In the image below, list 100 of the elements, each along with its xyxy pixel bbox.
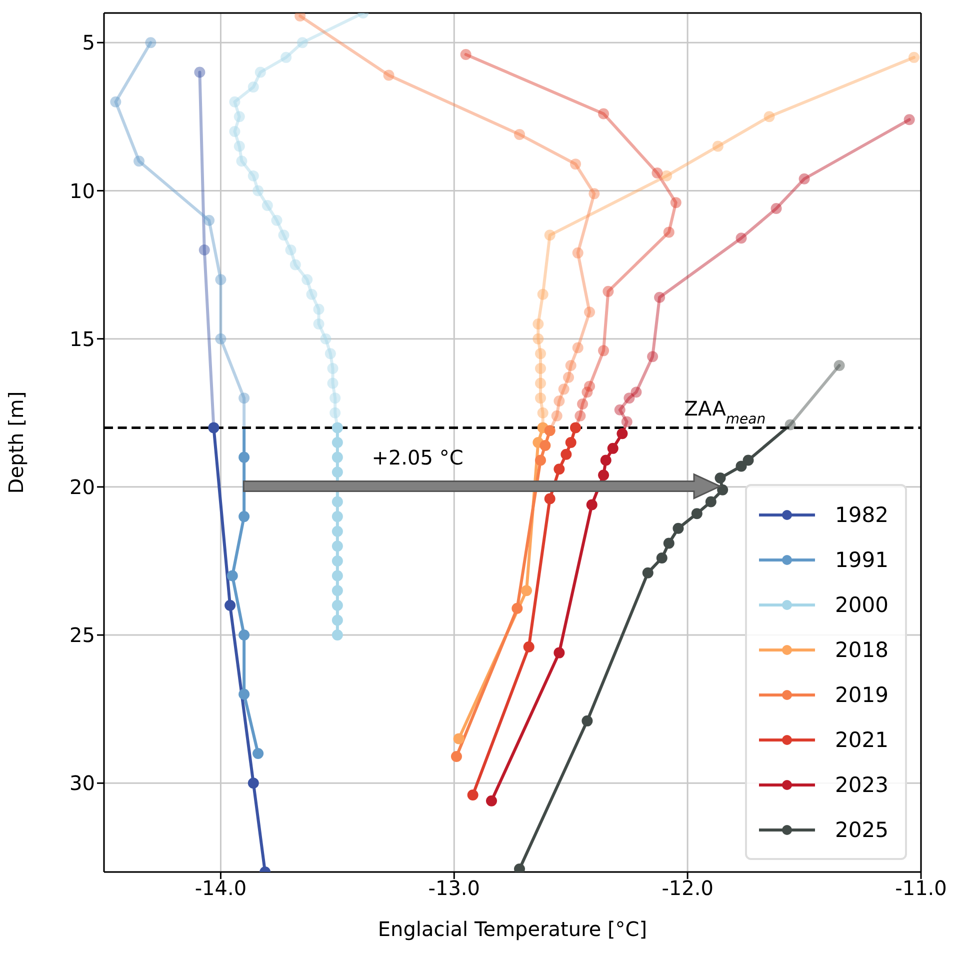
point [332, 570, 343, 582]
point [584, 306, 596, 318]
point [535, 454, 546, 466]
point [577, 398, 588, 410]
point [544, 425, 556, 436]
legend-label: 1982 [835, 502, 888, 526]
y-tick-label: 5 [82, 30, 95, 55]
x-tick-label: -12.0 [662, 876, 714, 900]
x-tick-label: -13.0 [428, 876, 480, 900]
point [602, 286, 614, 297]
point [672, 522, 684, 534]
y-tick-label: 10 [70, 178, 95, 203]
legend-label: 1991 [835, 548, 888, 572]
point [537, 288, 548, 300]
point [450, 750, 462, 762]
point [234, 111, 245, 122]
point [798, 173, 810, 184]
point [663, 226, 674, 238]
point [238, 630, 250, 641]
y-axis-title: Depth [m] [4, 391, 28, 494]
point [554, 464, 565, 475]
point [588, 188, 600, 200]
point [621, 416, 632, 428]
point [663, 538, 674, 549]
point [565, 360, 576, 371]
point [332, 526, 343, 537]
point [535, 392, 546, 404]
point [642, 567, 654, 578]
point [208, 422, 220, 434]
y-tick-label: 15 [70, 326, 95, 351]
point [332, 422, 343, 434]
point [248, 170, 259, 182]
point [229, 96, 240, 108]
point [134, 156, 145, 167]
point [770, 202, 782, 214]
point [717, 484, 728, 496]
point [554, 647, 565, 658]
point [570, 158, 582, 170]
point [532, 333, 544, 344]
point [514, 128, 526, 140]
point [332, 437, 343, 448]
point [544, 493, 556, 504]
point [565, 437, 576, 448]
point [332, 540, 343, 552]
point [332, 630, 343, 641]
point [551, 410, 562, 422]
point [540, 440, 551, 451]
point [656, 552, 668, 564]
point [537, 407, 548, 418]
point [280, 52, 292, 63]
point [332, 555, 343, 566]
point [512, 602, 523, 614]
point [834, 360, 845, 371]
point [647, 351, 658, 362]
point [535, 378, 546, 389]
point [252, 748, 264, 760]
point [224, 600, 236, 611]
legend-label: 2023 [835, 772, 888, 796]
point [558, 384, 570, 395]
point [582, 386, 593, 398]
point [313, 318, 324, 330]
point [248, 778, 259, 789]
point [652, 167, 663, 178]
legend-label: 2025 [835, 818, 888, 842]
point [532, 318, 544, 330]
x-tick-label: -11.0 [895, 876, 947, 900]
point [252, 185, 264, 196]
point [238, 392, 250, 404]
y-tick-label: 20 [70, 475, 95, 500]
point [574, 410, 586, 422]
point [705, 496, 716, 508]
point [467, 789, 478, 800]
point [764, 111, 775, 122]
point [616, 428, 628, 440]
point [215, 274, 226, 286]
point [302, 274, 313, 286]
point [691, 508, 702, 520]
point [598, 470, 610, 481]
point [560, 448, 572, 460]
point [582, 715, 593, 726]
point [486, 795, 497, 806]
point [332, 496, 343, 508]
x-tick-label: -14.0 [194, 876, 247, 900]
point [332, 511, 343, 522]
point [306, 288, 318, 300]
point [736, 232, 747, 244]
point [598, 108, 610, 120]
point [460, 48, 472, 60]
point [714, 472, 726, 484]
point [586, 499, 598, 510]
point [204, 214, 215, 226]
y-tick-label: 25 [70, 623, 95, 648]
point [238, 452, 250, 463]
point [145, 37, 156, 48]
point [330, 392, 341, 404]
point [742, 454, 754, 466]
point [313, 304, 324, 315]
point [544, 230, 556, 241]
y-tick-label: 30 [70, 771, 95, 796]
point [563, 372, 574, 383]
